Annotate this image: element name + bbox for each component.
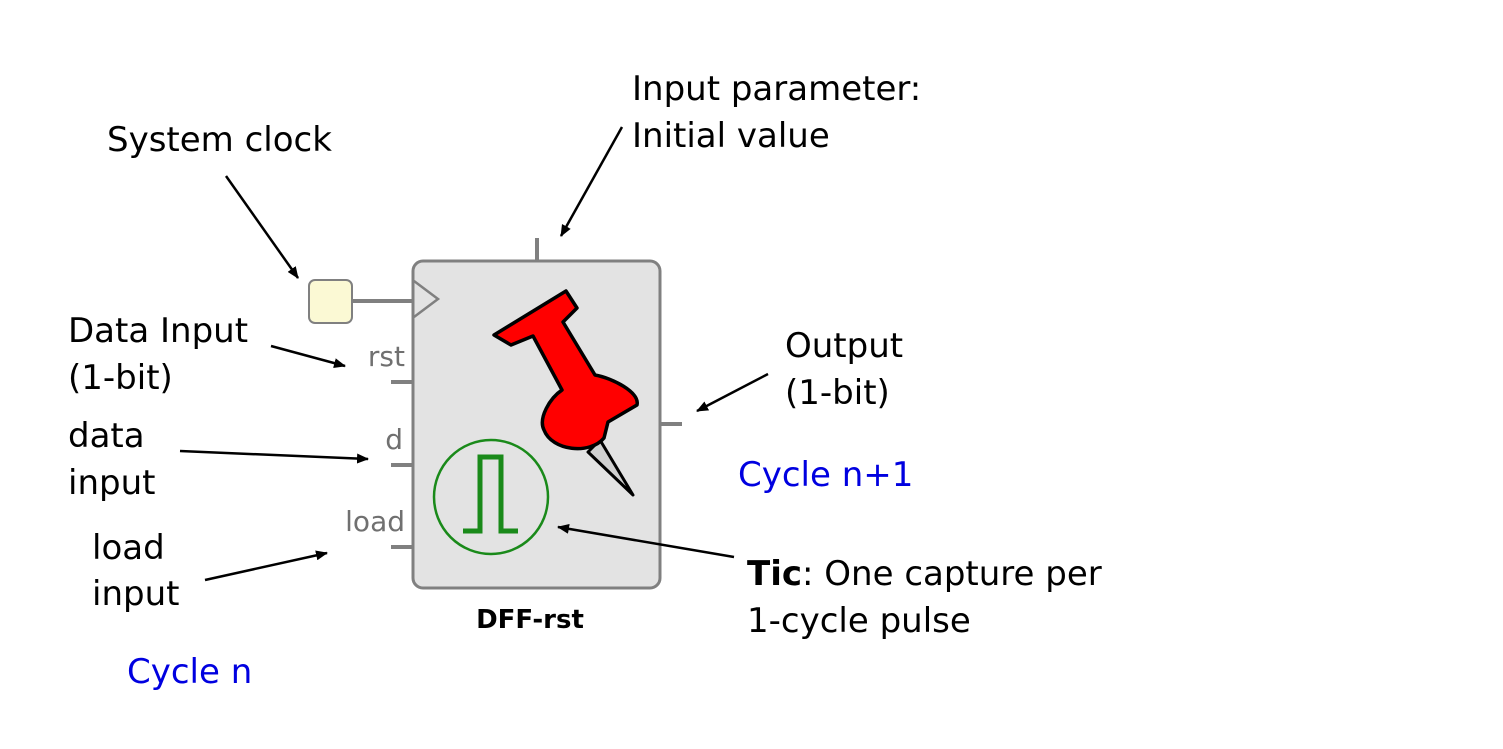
clock-triangle-icon	[413, 280, 441, 318]
dff-block[interactable]	[411, 259, 662, 590]
load-input-arrow	[204, 550, 328, 582]
load-input-label-line2: input	[92, 574, 179, 614]
tic-label-rest: : One capture per	[802, 554, 1102, 594]
rst-pin-label: rst	[368, 340, 405, 373]
block-title: DFF-rst	[476, 605, 584, 635]
data-input-label-line1: Data Input	[68, 311, 248, 351]
tic-label-line2: 1-cycle pulse	[747, 601, 971, 641]
data-input2-label-line1: data	[68, 416, 145, 456]
output-arrow	[696, 372, 769, 413]
load-input-label-line1: load	[92, 528, 165, 568]
tic-arrow	[557, 523, 735, 559]
pulse-icon	[432, 438, 550, 556]
tic-label-line1: Tic: One capture per	[747, 554, 1102, 594]
data-input2-label-line2: input	[68, 463, 155, 503]
clock-source-icon[interactable]	[308, 279, 353, 324]
input-param-arrow	[559, 126, 624, 237]
cycle-n-label: Cycle n	[127, 652, 252, 692]
input-param-label-line2: Initial value	[632, 116, 830, 156]
output-label-line2: (1-bit)	[785, 373, 890, 413]
cycle-n1-label: Cycle n+1	[738, 455, 913, 495]
d-pin-label: d	[385, 423, 403, 456]
system-clock-label: System clock	[107, 120, 332, 160]
data-input-arrow	[270, 344, 346, 368]
system-clock-arrow	[224, 175, 300, 279]
load-pin-label: load	[345, 505, 405, 538]
data-input-label-line2: (1-bit)	[68, 358, 173, 398]
input-param-label-line1: Input parameter:	[632, 69, 921, 109]
data-input2-arrow	[179, 449, 369, 464]
tic-label-bold: Tic	[747, 554, 802, 594]
pushpin-icon	[492, 289, 639, 497]
output-label-line1: Output	[785, 326, 903, 366]
